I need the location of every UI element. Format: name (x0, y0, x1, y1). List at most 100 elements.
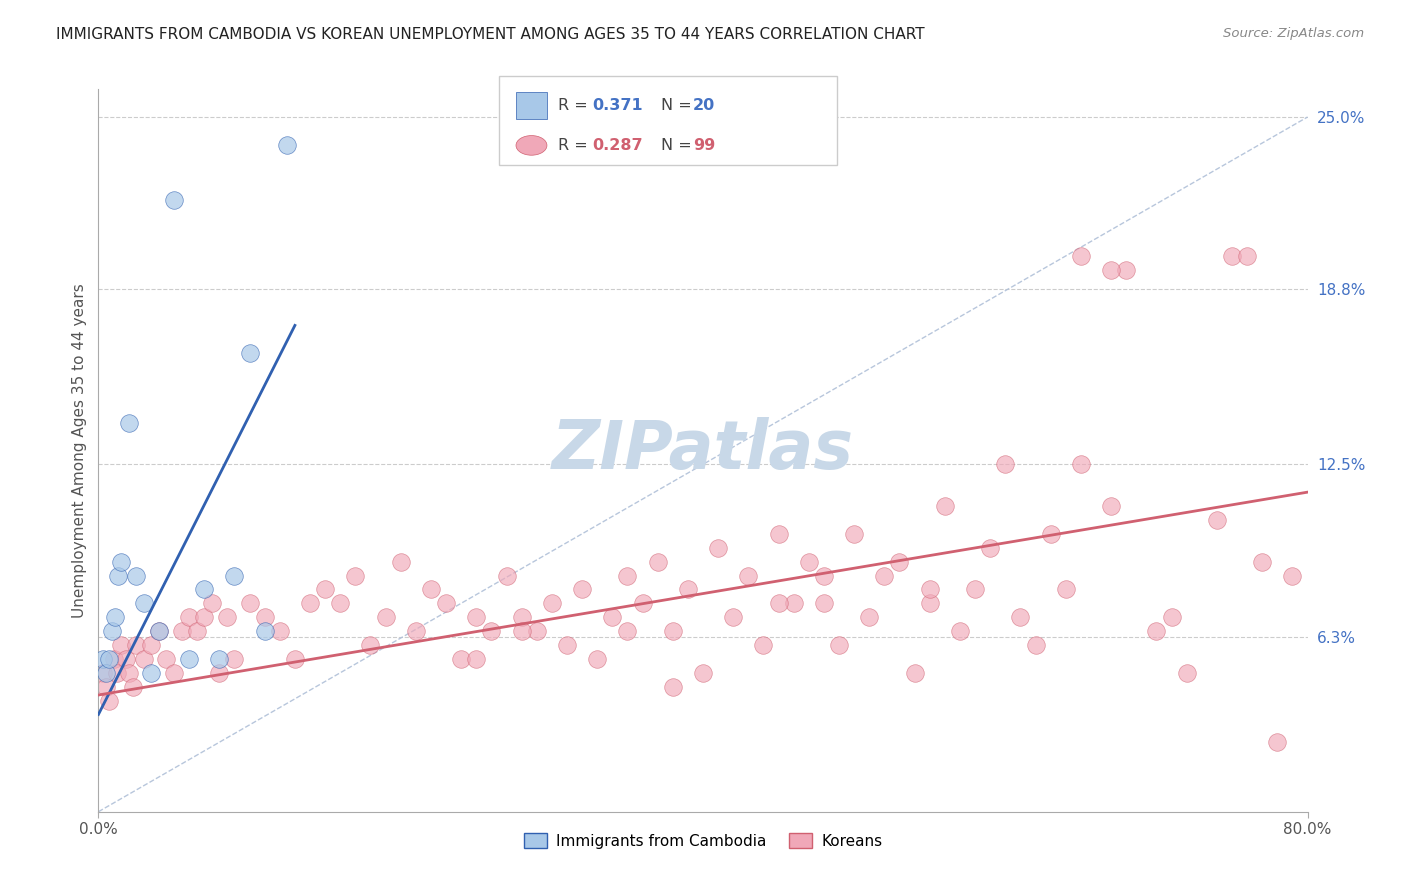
Point (540, 596, 562, 610)
Point (783, 596, 806, 610)
Point (224, 652, 246, 666)
Point (179, 610, 201, 624)
Point (239, 346, 262, 360)
Point (1160, 610, 1182, 624)
Point (94, 680, 117, 694)
Point (132, 596, 155, 610)
Point (163, 665, 186, 680)
Text: N =: N = (661, 138, 697, 153)
Point (723, 610, 745, 624)
Point (1099, 499, 1122, 513)
Point (253, 610, 276, 624)
Point (132, 652, 155, 666)
Y-axis label: Unemployment Among Ages 35 to 44 years: Unemployment Among Ages 35 to 44 years (72, 283, 87, 618)
Point (510, 610, 533, 624)
Point (495, 568, 517, 582)
Point (949, 624, 972, 639)
Point (647, 555, 669, 569)
Point (122, 680, 145, 694)
Point (434, 596, 457, 610)
Point (481, 624, 503, 639)
Point (1115, 262, 1137, 277)
Point (889, 555, 911, 569)
Point (101, 624, 124, 639)
Point (631, 596, 654, 610)
Point (125, 568, 148, 582)
Point (118, 416, 141, 430)
Point (918, 596, 941, 610)
Point (586, 652, 609, 666)
Point (105, 665, 128, 680)
Point (873, 568, 896, 582)
Text: 99: 99 (693, 138, 716, 153)
Point (299, 596, 322, 610)
Text: ZIPatlas: ZIPatlas (553, 417, 853, 483)
Point (1024, 638, 1046, 652)
Point (616, 568, 638, 582)
Point (1267, 735, 1289, 749)
Text: Source: ZipAtlas.com: Source: ZipAtlas.com (1223, 27, 1364, 40)
Point (201, 596, 224, 610)
Point (1070, 249, 1092, 263)
Point (1099, 262, 1122, 277)
Point (661, 624, 683, 639)
Point (828, 638, 851, 652)
Point (465, 610, 488, 624)
Point (994, 458, 1017, 472)
Point (110, 555, 132, 569)
Point (329, 596, 352, 610)
Point (94, 665, 117, 680)
Point (215, 610, 238, 624)
Point (465, 652, 488, 666)
Point (193, 582, 215, 597)
Point (186, 624, 208, 639)
Point (555, 638, 578, 652)
Point (1039, 526, 1062, 541)
Point (1070, 458, 1092, 472)
Point (141, 665, 163, 680)
Point (813, 596, 835, 610)
Point (360, 638, 382, 652)
Point (1251, 555, 1274, 569)
Point (571, 582, 593, 597)
Point (1236, 249, 1258, 263)
Point (91, 652, 114, 666)
Point (284, 652, 307, 666)
Point (450, 652, 472, 666)
Point (858, 610, 880, 624)
Point (344, 568, 367, 582)
Point (118, 665, 141, 680)
Point (110, 638, 132, 652)
Text: R =: R = (558, 138, 593, 153)
Point (91, 665, 114, 680)
Legend: Immigrants from Cambodia, Koreans: Immigrants from Cambodia, Koreans (517, 827, 889, 855)
Point (813, 568, 835, 582)
Text: R =: R = (558, 98, 593, 112)
Point (934, 499, 956, 513)
Point (707, 541, 730, 555)
Point (752, 638, 775, 652)
Point (148, 624, 170, 639)
Point (420, 582, 443, 597)
Point (193, 610, 215, 624)
Point (737, 568, 759, 582)
Point (104, 610, 127, 624)
Point (253, 624, 276, 639)
Point (98, 652, 121, 666)
Point (768, 526, 790, 541)
Point (98, 693, 121, 707)
Point (179, 652, 201, 666)
Point (208, 665, 231, 680)
Point (269, 624, 291, 639)
Point (979, 541, 1001, 555)
Text: IMMIGRANTS FROM CAMBODIA VS KOREAN UNEMPLOYMENT AMONG AGES 35 TO 44 YEARS CORREL: IMMIGRANTS FROM CAMBODIA VS KOREAN UNEMP… (56, 27, 925, 42)
Point (768, 596, 790, 610)
Point (389, 555, 412, 569)
Point (1010, 610, 1032, 624)
Point (208, 652, 231, 666)
Text: 20: 20 (693, 98, 716, 112)
Point (692, 665, 714, 680)
Point (965, 582, 987, 597)
Point (1054, 582, 1077, 597)
Point (314, 582, 336, 597)
